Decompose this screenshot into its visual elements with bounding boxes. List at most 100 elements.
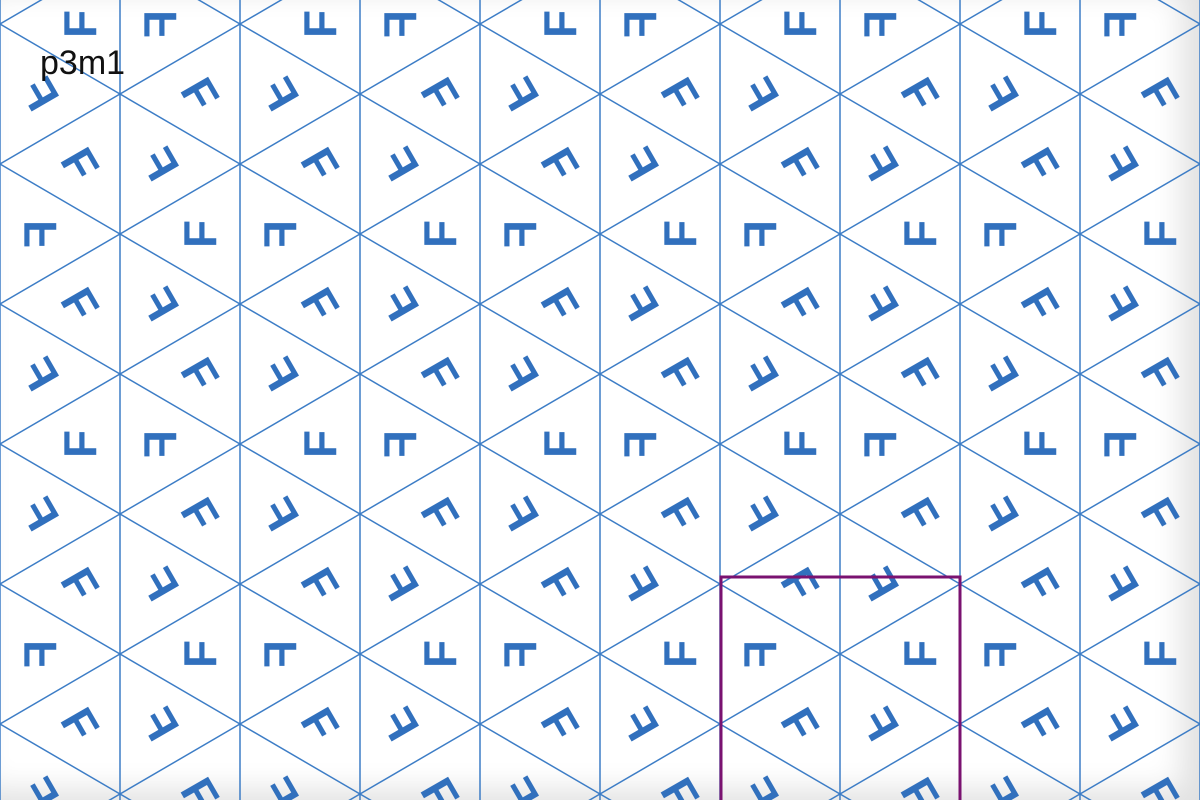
svg-text:F: F xyxy=(490,769,549,800)
svg-text:F: F xyxy=(850,139,909,189)
svg-text:F: F xyxy=(250,349,309,399)
svg-text:F: F xyxy=(894,640,946,668)
svg-text:F: F xyxy=(134,10,186,38)
svg-text:F: F xyxy=(650,69,709,119)
svg-text:F: F xyxy=(490,349,549,399)
svg-text:F: F xyxy=(490,69,549,119)
svg-text:F: F xyxy=(1130,349,1189,399)
svg-text:F: F xyxy=(970,349,1029,399)
svg-text:F: F xyxy=(54,430,106,458)
svg-text:F: F xyxy=(850,699,909,749)
svg-text:F: F xyxy=(1010,699,1069,749)
svg-text:F: F xyxy=(730,349,789,399)
svg-text:F: F xyxy=(1010,559,1069,609)
svg-text:F: F xyxy=(970,69,1029,119)
svg-text:F: F xyxy=(650,489,709,539)
svg-text:F: F xyxy=(614,430,666,458)
svg-text:F: F xyxy=(54,10,106,38)
svg-text:F: F xyxy=(250,769,309,800)
svg-text:F: F xyxy=(610,139,669,189)
svg-text:F: F xyxy=(134,430,186,458)
svg-text:F: F xyxy=(534,10,586,38)
svg-text:F: F xyxy=(294,430,346,458)
svg-text:F: F xyxy=(254,220,306,248)
svg-text:F: F xyxy=(410,69,469,119)
svg-text:F: F xyxy=(494,640,546,668)
svg-text:F: F xyxy=(1090,699,1149,749)
svg-text:F: F xyxy=(970,489,1029,539)
svg-text:F: F xyxy=(290,279,349,329)
svg-text:F: F xyxy=(1130,69,1189,119)
svg-text:F: F xyxy=(174,220,226,248)
svg-text:F: F xyxy=(530,279,589,329)
svg-text:F: F xyxy=(890,349,949,399)
svg-text:F: F xyxy=(854,430,906,458)
svg-text:F: F xyxy=(250,69,309,119)
svg-text:F: F xyxy=(774,430,826,458)
svg-text:F: F xyxy=(614,10,666,38)
svg-text:F: F xyxy=(170,349,229,399)
svg-text:F: F xyxy=(170,489,229,539)
svg-text:F: F xyxy=(1090,559,1149,609)
svg-text:F: F xyxy=(14,220,66,248)
svg-text:F: F xyxy=(890,769,949,800)
svg-text:F: F xyxy=(130,699,189,749)
svg-text:F: F xyxy=(494,220,546,248)
svg-text:F: F xyxy=(610,279,669,329)
svg-text:F: F xyxy=(50,699,109,749)
svg-text:F: F xyxy=(490,489,549,539)
svg-text:F: F xyxy=(974,220,1026,248)
svg-text:F: F xyxy=(1010,279,1069,329)
svg-text:F: F xyxy=(1014,430,1066,458)
svg-text:F: F xyxy=(654,640,706,668)
svg-text:F: F xyxy=(530,139,589,189)
svg-text:F: F xyxy=(254,640,306,668)
svg-text:F: F xyxy=(170,769,229,800)
svg-text:F: F xyxy=(970,769,1029,800)
svg-text:F: F xyxy=(374,430,426,458)
svg-text:F: F xyxy=(130,279,189,329)
svg-text:F: F xyxy=(770,699,829,749)
svg-text:F: F xyxy=(770,279,829,329)
svg-text:F: F xyxy=(610,699,669,749)
svg-text:F: F xyxy=(854,10,906,38)
svg-text:F: F xyxy=(774,10,826,38)
svg-text:F: F xyxy=(654,220,706,248)
svg-text:F: F xyxy=(1130,489,1189,539)
svg-text:F: F xyxy=(414,220,466,248)
svg-text:F: F xyxy=(14,640,66,668)
svg-text:F: F xyxy=(290,139,349,189)
svg-text:F: F xyxy=(1014,10,1066,38)
svg-text:F: F xyxy=(130,139,189,189)
svg-text:F: F xyxy=(730,769,789,800)
svg-text:F: F xyxy=(374,10,426,38)
svg-text:F: F xyxy=(250,489,309,539)
svg-text:F: F xyxy=(50,139,109,189)
svg-text:F: F xyxy=(290,699,349,749)
svg-text:F: F xyxy=(410,489,469,539)
svg-text:F: F xyxy=(370,699,429,749)
svg-text:F: F xyxy=(850,279,909,329)
svg-text:F: F xyxy=(130,559,189,609)
svg-text:F: F xyxy=(370,559,429,609)
svg-text:F: F xyxy=(1134,640,1186,668)
svg-text:F: F xyxy=(1090,139,1149,189)
svg-text:F: F xyxy=(974,640,1026,668)
svg-text:F: F xyxy=(770,139,829,189)
svg-text:F: F xyxy=(734,640,786,668)
svg-text:F: F xyxy=(1090,279,1149,329)
svg-text:F: F xyxy=(1010,139,1069,189)
svg-text:F: F xyxy=(730,69,789,119)
svg-text:F: F xyxy=(770,559,829,609)
svg-text:F: F xyxy=(10,769,69,800)
svg-text:F: F xyxy=(894,220,946,248)
svg-text:F: F xyxy=(174,640,226,668)
svg-text:F: F xyxy=(414,640,466,668)
svg-text:F: F xyxy=(650,769,709,800)
svg-text:F: F xyxy=(850,559,909,609)
svg-text:F: F xyxy=(370,139,429,189)
svg-text:F: F xyxy=(730,489,789,539)
svg-text:F: F xyxy=(1094,10,1146,38)
svg-text:F: F xyxy=(610,559,669,609)
svg-text:F: F xyxy=(1130,769,1189,800)
